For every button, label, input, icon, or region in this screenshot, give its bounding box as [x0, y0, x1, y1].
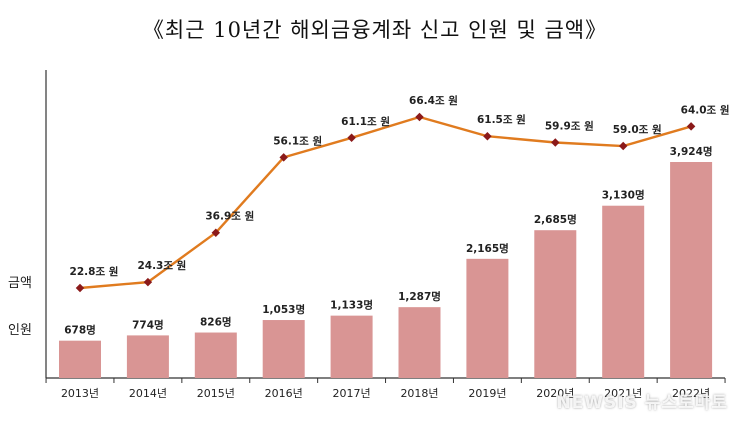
bar-value-label: 3,130명 [602, 189, 645, 202]
bar-value-label: 2,165명 [466, 242, 509, 255]
x-tick-label: 2015년 [197, 387, 235, 400]
bar-2022년 [670, 162, 713, 378]
bar-value-label: 678명 [64, 324, 96, 337]
x-tick-label: 2013년 [61, 387, 99, 400]
amount-value-label: 56.1조 원 [273, 134, 322, 147]
watermark-logo: NEWSIS 뉴스토마토 [556, 393, 728, 413]
x-tick-label: 2014년 [129, 387, 167, 400]
amount-line [79, 115, 692, 290]
amount-value-label: 64.0조 원 [681, 103, 730, 116]
amount-marker-2015년 [211, 228, 221, 237]
bar-2021년 [602, 205, 645, 378]
bar-2015년 [194, 332, 237, 378]
bar-2018년 [398, 307, 441, 378]
amount-marker-2021년 [618, 141, 628, 151]
bar-2020년 [534, 230, 577, 378]
bar-2014년 [126, 335, 169, 378]
bar-2016년 [262, 320, 305, 378]
bar-value-label: 1,287명 [398, 290, 441, 303]
amount-marker-2017년 [347, 133, 356, 143]
amount-marker-2016년 [279, 153, 288, 162]
amount-value-label: 36.9조 원 [205, 210, 254, 223]
amount-value-label: 22.8조 원 [70, 265, 119, 278]
amount-marker-2020년 [551, 138, 560, 147]
x-tick-label: 2018년 [400, 387, 438, 400]
bar-2019년 [466, 258, 509, 378]
x-tick-label: 2016년 [265, 387, 303, 400]
amount-value-label: 24.3조 원 [137, 259, 186, 272]
bar-value-label: 1,133명 [330, 299, 373, 312]
amount-value-label: 61.5조 원 [477, 113, 526, 126]
x-tick-label: 2017년 [333, 387, 371, 400]
bar-value-label: 774명 [132, 318, 164, 331]
bar-2017년 [330, 315, 373, 378]
amount-value-label: 59.9조 원 [545, 119, 594, 132]
x-tick-label: 2022년 [672, 387, 710, 400]
series-label-amount: 금액 [8, 276, 32, 291]
amount-marker-2013년 [75, 283, 85, 293]
amount-marker-2022년 [686, 122, 696, 131]
amount-marker-2018년 [415, 112, 424, 122]
amount-value-label: 66.4조 원 [409, 94, 458, 107]
bar-value-label: 2,685명 [534, 213, 577, 226]
series-label-people: 인원 [8, 323, 32, 338]
amount-value-label: 59.0조 원 [613, 123, 662, 136]
chart-title: 《최근 10년간 해외금융계좌 신고 인원 및 금액》 [142, 18, 608, 42]
amount-value-label: 61.1조 원 [341, 115, 390, 128]
x-tick-label: 2019년 [468, 387, 506, 400]
x-tick-label: 2020년 [536, 387, 574, 400]
bar-2013년 [59, 340, 101, 378]
amount-marker-2019년 [483, 131, 492, 141]
amount-marker-2014년 [143, 277, 153, 287]
bar-value-label: 1,053명 [262, 303, 305, 316]
bar-value-label: 3,924명 [670, 145, 713, 158]
bar-value-label: 826명 [200, 316, 232, 329]
x-tick-label: 2021년 [604, 387, 642, 400]
